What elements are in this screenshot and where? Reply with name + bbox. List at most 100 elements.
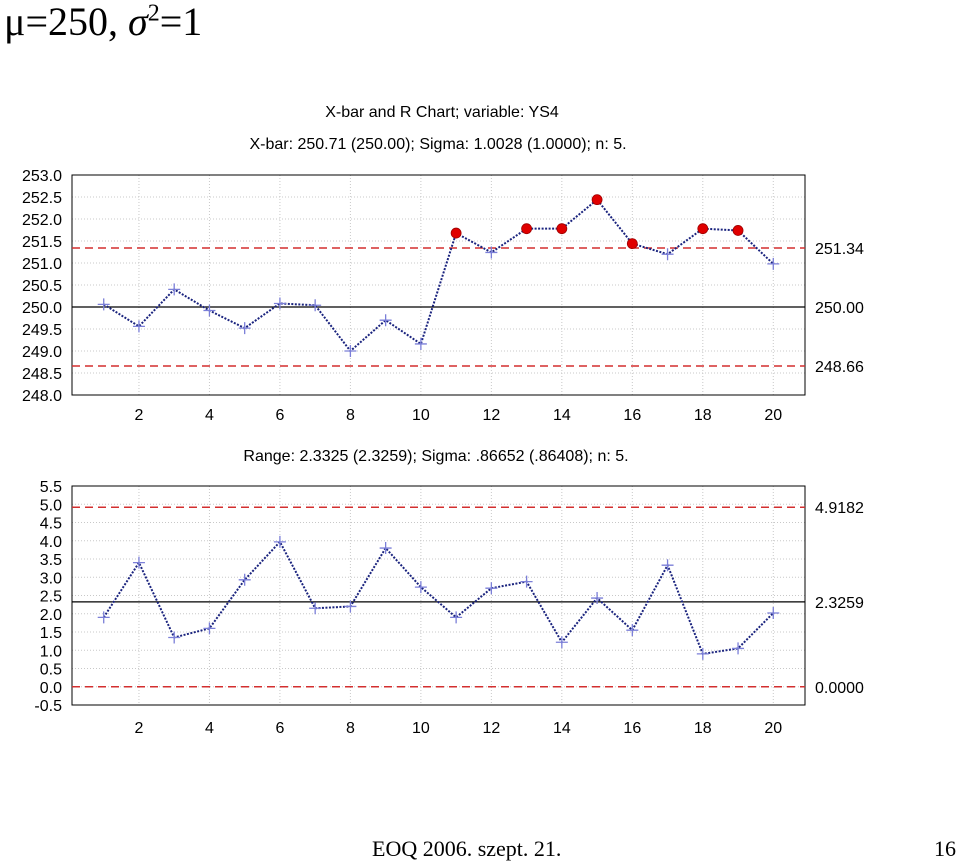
range-point <box>591 592 604 605</box>
xbar-ucl-label: 251.34 <box>815 241 864 258</box>
range-x-tick-label: 2 <box>135 720 144 737</box>
xbar-x-tick-label: 12 <box>482 407 500 424</box>
xbar-y-tick-label: 249.0 <box>22 344 62 361</box>
slide-title-mu: μ=250, <box>4 0 129 44</box>
range-point <box>132 556 145 569</box>
range-point <box>450 611 463 624</box>
range-y-tick-label: 4.0 <box>40 534 62 551</box>
xbar-point-out-of-control <box>450 227 462 239</box>
range-x-tick-label: 10 <box>412 720 430 737</box>
range-center-label: 2.3259 <box>815 595 864 612</box>
range-point <box>696 647 709 660</box>
page-number: 16 <box>934 836 956 861</box>
xbar-point <box>132 320 145 333</box>
xbar-subtitle: X-bar: 250.71 (250.00); Sigma: 1.0028 (1… <box>249 136 627 153</box>
range-x-tick-label: 4 <box>205 720 214 737</box>
xbar-point-out-of-control <box>697 223 709 235</box>
range-y-tick-label: 0.5 <box>40 662 62 679</box>
range-y-tick-label: 3.0 <box>40 570 62 587</box>
xbar-point <box>273 297 286 310</box>
xbar-point <box>767 257 780 270</box>
range-point <box>732 642 745 655</box>
xbar-y-tick-label: 253.0 <box>22 168 62 185</box>
xbar-y-tick-label: 251.0 <box>22 256 62 273</box>
range-point <box>203 622 216 635</box>
xbar-point-out-of-control <box>626 238 638 250</box>
range-point <box>520 575 533 588</box>
xbar-point-out-of-control <box>556 223 568 235</box>
range-ucl-label: 4.9182 <box>815 500 864 517</box>
chart-title: X-bar and R Chart; variable: YS4 <box>325 104 559 121</box>
xbar-point <box>414 337 427 350</box>
xbar-point <box>485 246 498 259</box>
range-y-tick-label: 4.5 <box>40 516 62 533</box>
range-x-tick-label: 6 <box>275 720 284 737</box>
xbar-y-tick-label: 252.5 <box>22 190 62 207</box>
xbar-point <box>379 314 392 327</box>
xbar-x-tick-label: 6 <box>275 407 284 424</box>
xbar-x-tick-label: 2 <box>135 407 144 424</box>
xbar-point-out-of-control <box>732 225 744 236</box>
range-y-tick-label: 2.0 <box>40 607 62 624</box>
range-subtitle: Range: 2.3325 (2.3259); Sigma: .86652 (.… <box>243 448 629 465</box>
range-point <box>661 559 674 572</box>
xbar-chart <box>71 174 806 396</box>
xbar-x-tick-label: 20 <box>764 407 782 424</box>
range-point <box>485 582 498 595</box>
range-y-tick-label: 5.5 <box>40 479 62 496</box>
xbar-y-tick-label: 248.5 <box>22 366 62 383</box>
range-x-tick-label: 14 <box>553 720 571 737</box>
range-x-tick-label: 16 <box>623 720 641 737</box>
xbar-point <box>203 304 216 317</box>
slide-title-sigma: σ <box>128 0 148 44</box>
range-point <box>344 600 357 613</box>
xbar-point <box>238 322 251 335</box>
range-y-tick-label: 2.5 <box>40 589 62 606</box>
range-y-tick-label: 1.5 <box>40 625 62 642</box>
xbar-x-tick-label: 8 <box>346 407 355 424</box>
xbar-point <box>168 283 181 296</box>
slide-title: μ=250, σ2=1 <box>4 0 202 45</box>
xbar-y-tick-label: 248.0 <box>22 388 62 405</box>
range-point <box>168 631 181 644</box>
range-x-tick-label: 18 <box>694 720 712 737</box>
xbar-point <box>661 248 674 261</box>
xbar-lcl-label: 248.66 <box>815 359 864 376</box>
range-chart <box>71 485 806 706</box>
xbar-y-tick-label: 250.5 <box>22 278 62 295</box>
range-x-tick-label: 12 <box>482 720 500 737</box>
range-x-tick-label: 20 <box>764 720 782 737</box>
range-y-tick-label: 1.0 <box>40 643 62 660</box>
range-point <box>97 611 110 624</box>
range-point <box>555 636 568 649</box>
range-point <box>309 602 322 615</box>
xbar-y-tick-label: 249.5 <box>22 322 62 339</box>
xbar-point-out-of-control <box>521 223 533 235</box>
xbar-point <box>97 298 110 311</box>
xbar-y-tick-label: 250.0 <box>22 300 62 317</box>
xbar-point-out-of-control <box>591 194 603 206</box>
xbar-series-line <box>103 198 774 353</box>
slide-title-sup: 2 <box>147 0 160 27</box>
range-point <box>238 573 251 586</box>
footer-event: EOQ 2006. szept. 21. <box>372 836 562 861</box>
range-x-tick-label: 8 <box>346 720 355 737</box>
xbar-plot-frame <box>71 174 806 396</box>
range-point <box>626 624 639 637</box>
range-point <box>273 535 286 548</box>
range-plot-frame <box>71 485 806 706</box>
xbar-x-tick-label: 14 <box>553 407 571 424</box>
xbar-x-tick-label: 18 <box>694 407 712 424</box>
xbar-center-label: 250.00 <box>815 300 864 317</box>
xbar-y-tick-label: 252.0 <box>22 212 62 229</box>
range-y-tick-label: 3.5 <box>40 552 62 569</box>
xbar-x-tick-label: 4 <box>205 407 214 424</box>
xbar-x-tick-label: 10 <box>412 407 430 424</box>
range-point <box>379 542 392 555</box>
range-y-tick-label: -0.5 <box>34 698 62 715</box>
xbar-point <box>309 299 322 312</box>
range-lcl-label: 0.0000 <box>815 680 864 697</box>
xbar-y-tick-label: 251.5 <box>22 234 62 251</box>
range-series-line <box>102 540 774 656</box>
